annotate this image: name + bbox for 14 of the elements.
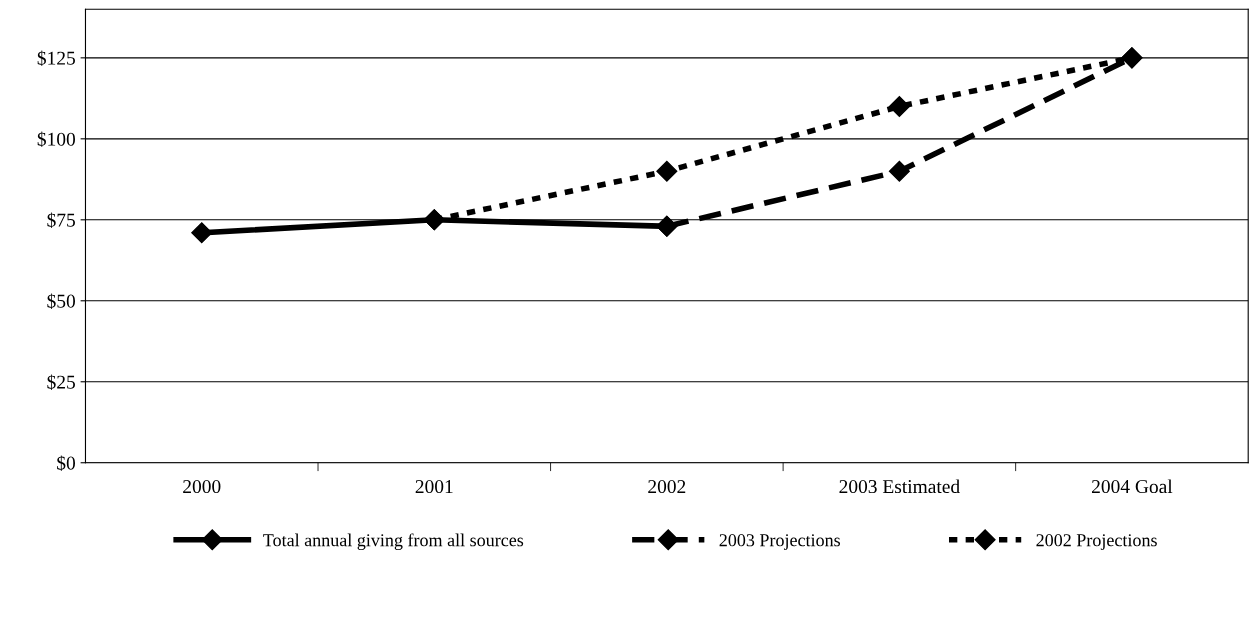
y-tick-label: $50 (47, 293, 76, 310)
x-tick-label: 2001 (415, 479, 453, 494)
y-tick-label: $125 (37, 50, 75, 67)
legend-label: 2002 Projections (1036, 534, 1157, 550)
x-tick-label: 2002 (648, 479, 686, 494)
y-tick-label: $25 (47, 374, 75, 390)
x-tick-label: 2004 Goal (1092, 479, 1173, 494)
y-tick-label: $0 (57, 455, 76, 471)
y-tick-label: $100 (37, 131, 76, 148)
legend-label: Total annual giving from all sources (263, 533, 524, 551)
y-tick-label: $75 (47, 212, 75, 229)
x-tick-label: 2003 Estimated (839, 479, 960, 494)
legend-label: 2003 Projections (719, 534, 841, 550)
x-tick-label: 2000 (183, 479, 221, 494)
